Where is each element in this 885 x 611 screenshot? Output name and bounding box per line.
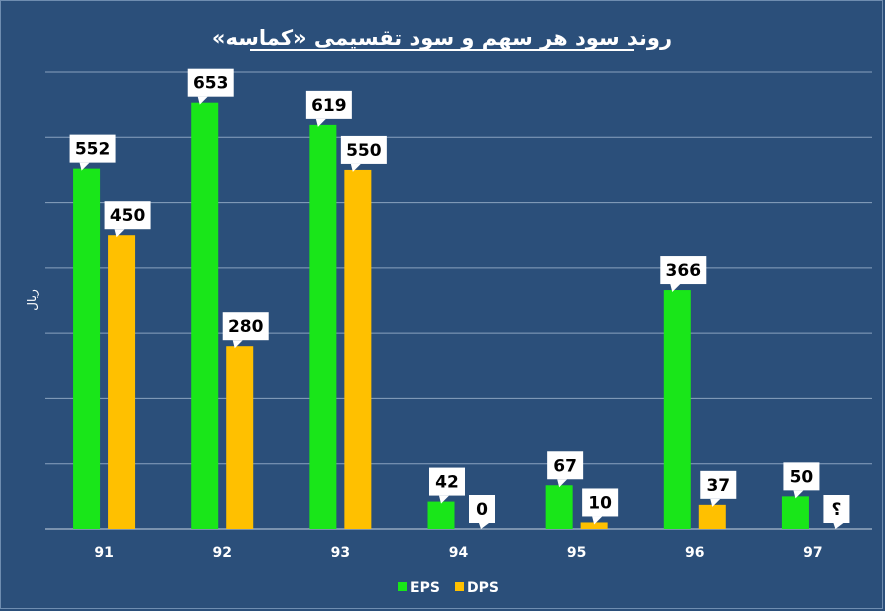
data-label-dps: 280 bbox=[228, 317, 264, 337]
bar-eps bbox=[191, 102, 219, 529]
data-label-box bbox=[340, 135, 387, 164]
bar-eps bbox=[309, 124, 337, 529]
data-label-callout: 37 bbox=[700, 470, 737, 507]
data-label-dps: ؟ bbox=[831, 500, 841, 520]
data-label-eps: 366 bbox=[666, 261, 702, 281]
data-label-eps: 67 bbox=[553, 456, 577, 476]
legend-swatch-dps bbox=[455, 582, 464, 591]
data-label-box bbox=[700, 470, 737, 499]
data-labels: 552 450 653 280 619 550 42 0 67 10 366 37 50 ؟ bbox=[69, 68, 850, 529]
legend-label-dps: DPS bbox=[467, 580, 499, 596]
data-label-box bbox=[305, 90, 352, 119]
data-label-pointer bbox=[315, 118, 326, 127]
bar-dps bbox=[580, 522, 608, 529]
x-tick-label: 92 bbox=[212, 545, 231, 561]
x-tick-label: 96 bbox=[685, 545, 704, 561]
data-label-pointer bbox=[557, 479, 568, 488]
bar-dps bbox=[698, 504, 726, 529]
data-label-callout: 0 bbox=[469, 495, 495, 529]
data-label-pointer bbox=[710, 498, 721, 507]
x-tick-label: 93 bbox=[331, 545, 350, 561]
data-label-callout: 67 bbox=[547, 451, 584, 488]
data-label-callout: 42 bbox=[429, 467, 465, 504]
data-label-pointer bbox=[350, 163, 361, 172]
data-label-box bbox=[104, 201, 151, 230]
data-label-pointer bbox=[79, 162, 90, 171]
x-axis-ticks: 91 92 93 94 95 96 97 bbox=[94, 545, 822, 561]
data-label-box bbox=[660, 256, 707, 285]
x-tick-label: 91 bbox=[94, 545, 113, 561]
data-label-callout: ؟ bbox=[823, 495, 850, 529]
legend-label-eps: EPS bbox=[410, 580, 440, 596]
gridlines bbox=[45, 71, 872, 530]
data-label-box bbox=[429, 467, 465, 496]
data-label-pointer bbox=[114, 229, 125, 238]
data-label-box bbox=[547, 451, 584, 480]
data-label-dps: 10 bbox=[588, 493, 612, 513]
bar-eps bbox=[73, 168, 101, 529]
data-label-pointer bbox=[439, 495, 449, 504]
chart-title: روند سود هر سهم و سود تقسیمی «کماسه» bbox=[212, 26, 672, 50]
data-label-dps: 0 bbox=[476, 500, 488, 520]
data-label-callout: 366 bbox=[660, 256, 707, 293]
data-label-box bbox=[823, 495, 850, 523]
data-label-box bbox=[187, 68, 234, 97]
data-label-pointer bbox=[592, 516, 603, 525]
x-tick-label: 95 bbox=[567, 545, 586, 561]
data-label-eps: 42 bbox=[435, 473, 459, 493]
data-label-dps: 450 bbox=[110, 206, 146, 226]
data-label-callout: 653 bbox=[187, 68, 234, 105]
data-label-dps: 550 bbox=[346, 141, 382, 161]
data-label-pointer bbox=[232, 340, 243, 349]
y-axis-label: ریال bbox=[25, 289, 40, 311]
data-label-eps: 653 bbox=[193, 74, 229, 94]
x-tick-label: 97 bbox=[803, 545, 822, 561]
data-label-eps: 50 bbox=[790, 467, 814, 487]
data-label-callout: 619 bbox=[305, 90, 352, 127]
data-label-pointer bbox=[197, 96, 208, 105]
data-label-pointer bbox=[479, 523, 489, 529]
legend: EPS DPS bbox=[398, 580, 499, 596]
data-label-box bbox=[582, 488, 619, 517]
data-label-callout: 550 bbox=[340, 135, 387, 172]
bar-dps bbox=[226, 346, 254, 529]
data-label-callout: 50 bbox=[783, 462, 820, 499]
data-label-box bbox=[222, 312, 269, 341]
data-label-box bbox=[783, 462, 820, 491]
data-label-callout: 10 bbox=[582, 488, 619, 525]
data-label-box bbox=[69, 134, 116, 163]
bar-eps bbox=[781, 496, 809, 529]
data-label-callout: 450 bbox=[104, 201, 151, 238]
data-label-box bbox=[469, 495, 495, 523]
data-label-pointer bbox=[670, 284, 681, 293]
data-label-callout: 552 bbox=[69, 134, 116, 171]
bar-eps bbox=[427, 501, 455, 529]
data-label-eps: 552 bbox=[75, 140, 111, 160]
bars bbox=[73, 102, 809, 529]
bar-eps bbox=[663, 290, 691, 529]
data-label-callout: 280 bbox=[222, 312, 269, 349]
bar-dps bbox=[344, 169, 372, 529]
x-tick-label: 94 bbox=[449, 545, 469, 561]
bar-dps bbox=[108, 235, 136, 529]
data-label-pointer bbox=[793, 490, 804, 499]
data-label-dps: 37 bbox=[706, 476, 730, 496]
data-label-pointer bbox=[833, 523, 844, 529]
data-label-eps: 619 bbox=[311, 96, 347, 116]
bar-eps bbox=[545, 485, 573, 529]
legend-swatch-eps bbox=[398, 582, 407, 591]
